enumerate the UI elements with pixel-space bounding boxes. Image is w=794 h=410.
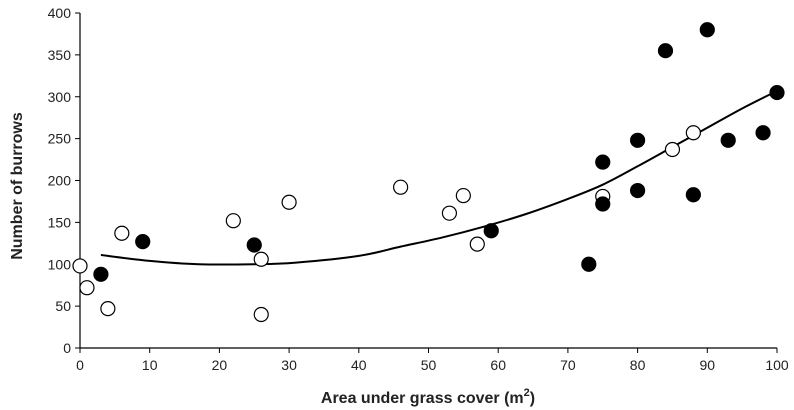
open-circle-point bbox=[441, 205, 458, 221]
open-circle-point bbox=[281, 194, 297, 210]
open-circle-point bbox=[393, 179, 409, 195]
y-tick-label: 200 bbox=[48, 173, 72, 189]
open-circle-point bbox=[469, 236, 485, 252]
filled-circle-point bbox=[720, 132, 736, 148]
x-axis-title: Area under grass cover (m2) bbox=[321, 387, 535, 407]
filled-circle-point bbox=[246, 237, 262, 253]
open-circle-point bbox=[79, 280, 95, 296]
open-circle-point bbox=[253, 251, 269, 267]
filled-circle-point bbox=[685, 187, 701, 203]
filled-circle-point bbox=[93, 266, 109, 282]
x-tick-label: 50 bbox=[421, 357, 437, 373]
filled-circle-point bbox=[135, 234, 151, 250]
open-circle-point bbox=[114, 225, 130, 241]
filled-circle-point bbox=[699, 22, 715, 38]
x-axis-title-main: Area under grass cover (m bbox=[321, 390, 524, 407]
open-circle-point bbox=[664, 141, 681, 158]
filled-circle-point bbox=[581, 256, 597, 272]
x-tick-label: 80 bbox=[630, 357, 646, 373]
filled-circle-point bbox=[595, 196, 611, 212]
filled-circle-point bbox=[629, 182, 646, 199]
y-tick-label: 50 bbox=[55, 298, 71, 314]
x-tick-label: 60 bbox=[490, 357, 506, 373]
x-axis-ticks: 0 10 20 30 40 50 60 70 80 90 100 bbox=[76, 348, 789, 373]
y-tick-label: 300 bbox=[48, 89, 72, 105]
open-circle-point bbox=[253, 306, 269, 323]
filled-circle-point bbox=[769, 84, 785, 101]
x-tick-label: 40 bbox=[351, 357, 367, 373]
data-points bbox=[72, 22, 785, 323]
filled-circle-point bbox=[657, 43, 674, 59]
open-circle-point bbox=[685, 125, 701, 141]
open-circle-point bbox=[225, 213, 241, 229]
filled-circle-point bbox=[755, 125, 771, 141]
y-axis-title: Number of burrows bbox=[9, 112, 26, 260]
x-axis-title-suffix: ) bbox=[530, 390, 535, 407]
open-circle-point bbox=[455, 187, 471, 204]
filled-circle-point bbox=[595, 154, 611, 170]
x-axis-title-superscript: 2 bbox=[524, 387, 530, 399]
open-circle-point bbox=[72, 258, 88, 274]
x-tick-label: 90 bbox=[700, 357, 716, 373]
y-tick-label: 150 bbox=[48, 214, 72, 230]
y-tick-label: 250 bbox=[48, 131, 72, 147]
y-axis-ticks: 0 50 100 150 200 250 300 350 400 bbox=[48, 5, 80, 356]
x-tick-label: 70 bbox=[560, 357, 576, 373]
y-tick-label: 0 bbox=[63, 340, 71, 356]
x-tick-label: 20 bbox=[212, 357, 228, 373]
x-tick-label: 10 bbox=[142, 357, 158, 373]
open-circle-point bbox=[100, 301, 116, 317]
y-tick-label: 400 bbox=[48, 5, 72, 21]
filled-circle-point bbox=[629, 132, 646, 148]
x-tick-label: 0 bbox=[76, 357, 84, 373]
y-tick-label: 350 bbox=[48, 47, 72, 63]
filled-circle-point bbox=[483, 223, 499, 239]
y-tick-label: 100 bbox=[48, 256, 72, 272]
x-tick-label: 100 bbox=[765, 357, 789, 373]
x-tick-label: 30 bbox=[281, 357, 297, 373]
trend-line bbox=[100, 89, 778, 266]
